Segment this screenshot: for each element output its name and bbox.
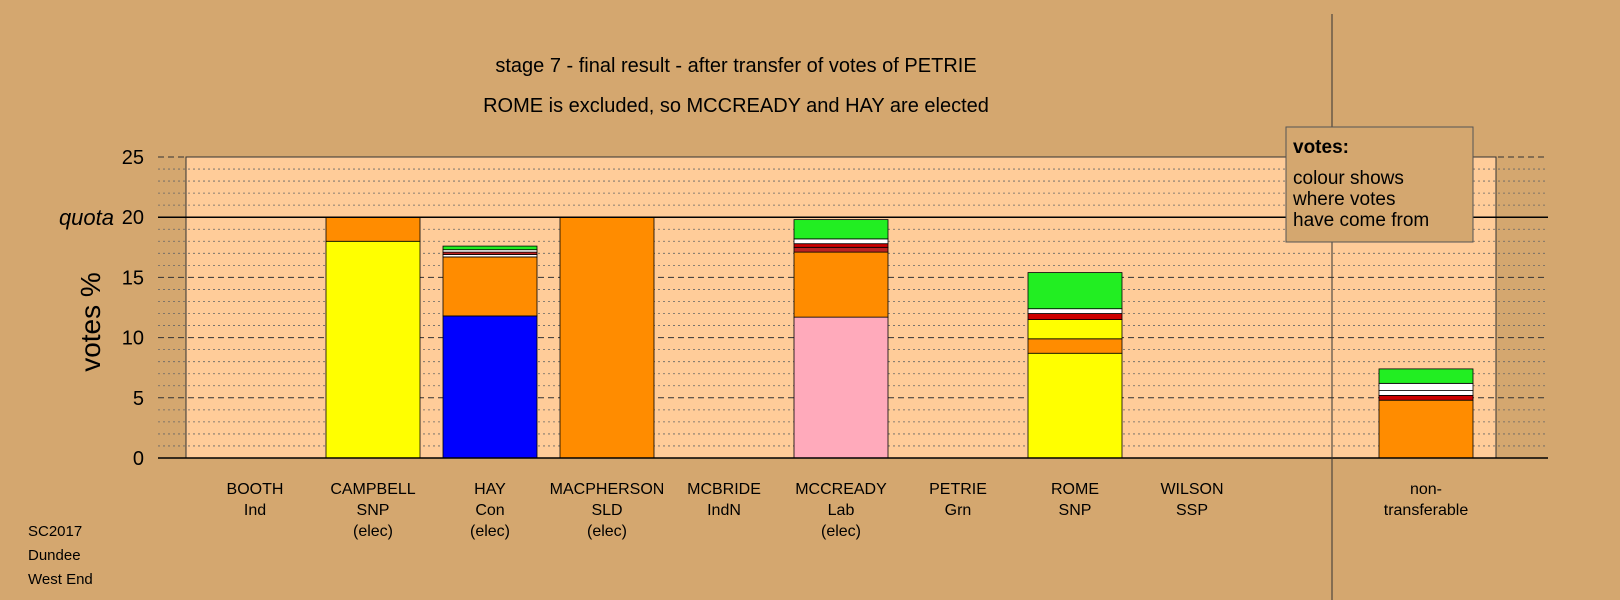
bar-segment: [1027, 308, 1123, 314]
bar-segment: [1027, 313, 1123, 320]
category-label: Con: [475, 502, 504, 519]
category-label: Ind: [244, 502, 266, 519]
y-tick-label: 10: [122, 328, 144, 350]
bar-segment: [1027, 352, 1123, 459]
category-label: MCBRIDE: [687, 481, 761, 498]
bar-segment: [559, 216, 655, 459]
bar-segment: [1378, 382, 1474, 391]
category-label: (elec): [821, 523, 861, 540]
bar-segment: [442, 245, 538, 251]
bar-segment: [793, 246, 889, 253]
legend-title: votes:: [1293, 137, 1349, 158]
bar-segment: [1027, 272, 1123, 310]
category-label: (elec): [353, 523, 393, 540]
category-label: SSP: [1176, 502, 1208, 519]
bar-segment: [1027, 319, 1123, 340]
chart-subtitle: ROME is excluded, so MCCREADY and HAY ar…: [483, 95, 989, 117]
category-labels: BOOTH Ind CAMPBELL SNP (elec) HAY Con (elec) MAC…: [227, 481, 1469, 540]
quota-label: quota: [59, 205, 114, 230]
bar-segment: [325, 240, 421, 459]
category-label: MCCREADY: [795, 481, 887, 498]
category-label: SNP: [1059, 502, 1092, 519]
category-label: IndN: [707, 502, 741, 519]
legend-box: votes: colour shows where votes have com…: [1285, 126, 1474, 243]
category-label: WILSON: [1160, 481, 1223, 498]
bar-segment: [793, 219, 889, 240]
y-tick-label: 25: [122, 147, 144, 169]
bar-segment: [793, 243, 889, 248]
bar-segment: [442, 315, 538, 459]
category-label: SNP: [357, 502, 390, 519]
category-label: non-: [1410, 481, 1442, 498]
category-label: ROME: [1051, 481, 1099, 498]
bar-segment: [1027, 338, 1123, 354]
legend-line-2: where votes: [1292, 189, 1395, 210]
category-label: HAY: [474, 481, 506, 498]
chart-title: stage 7 - final result - after transfer …: [495, 55, 976, 77]
bar-segment: [793, 316, 889, 459]
bar-segment: [325, 216, 421, 242]
category-label: BOOTH: [227, 481, 284, 498]
footer-council: Dundee: [28, 547, 81, 564]
legend-frame: [1285, 126, 1474, 243]
category-label: Grn: [945, 502, 972, 519]
category-label: PETRIE: [929, 481, 987, 498]
bars: [325, 216, 1474, 459]
bar-segment: [1378, 390, 1474, 396]
bar-segment: [442, 256, 538, 317]
category-label: (elec): [470, 523, 510, 540]
y-tick-labels: 0 5 10 15 20 25: [122, 147, 144, 470]
bar-segment: [1378, 368, 1474, 384]
category-label: Lab: [828, 502, 855, 519]
bar-segment: [1378, 399, 1474, 459]
y-tick-label: 15: [122, 267, 144, 289]
footer-ward: West End: [28, 571, 93, 588]
category-label: transferable: [1384, 502, 1469, 519]
footer-year: SC2017: [28, 523, 82, 540]
bar-segment: [793, 238, 889, 245]
category-label: (elec): [587, 523, 627, 540]
y-tick-label: 5: [133, 388, 144, 410]
category-label: MACPHERSON: [550, 481, 665, 498]
legend-line-1: colour shows: [1293, 168, 1404, 189]
y-axis-label: votes %: [75, 272, 106, 372]
legend-line-3: have come from: [1293, 210, 1429, 231]
bar-segment: [793, 251, 889, 318]
category-label: CAMPBELL: [330, 481, 415, 498]
bar-segment: [1378, 394, 1474, 401]
category-label: SLD: [591, 502, 622, 519]
y-tick-label: 20: [122, 207, 144, 229]
y-tick-label: 0: [133, 448, 144, 470]
